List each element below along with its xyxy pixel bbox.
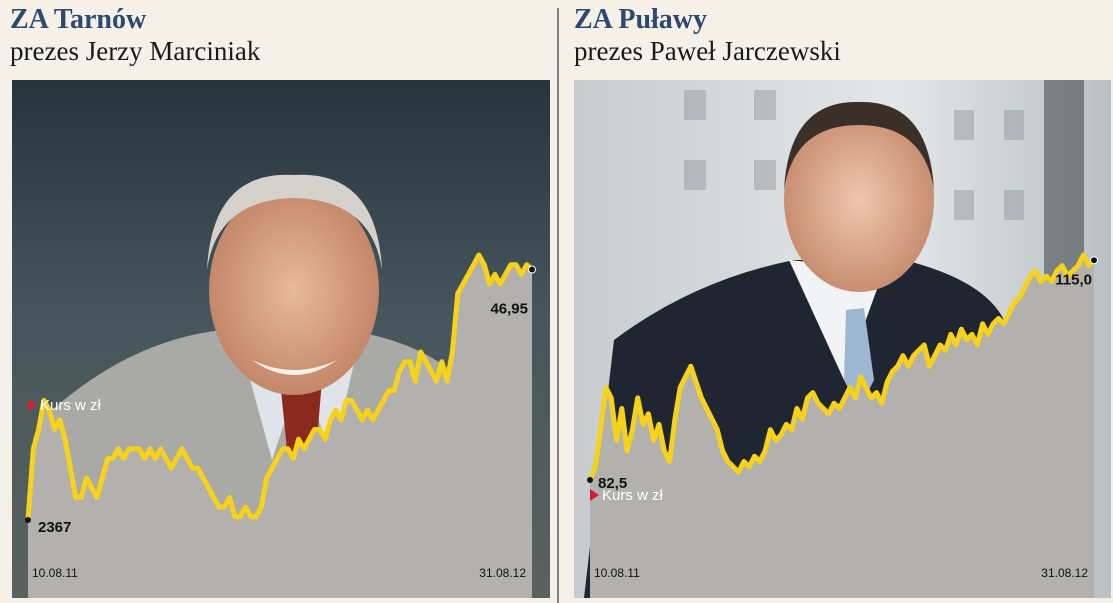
x-axis-end-label: 31.08.12 — [1041, 566, 1088, 580]
end-value-label: 46,95 — [490, 301, 528, 318]
price-line — [587, 252, 1096, 481]
stock-chart-svg: 2367 46,95 Kurs w zł 10.08.11 31.08.12 — [12, 80, 550, 598]
start-value-label: 2367 — [38, 519, 71, 536]
panel-za-tarnow: ZA Tarnów prezes Jerzy Marciniak — [0, 0, 556, 603]
company-title: ZA Puławy — [574, 4, 708, 35]
stock-chart-svg: 82,5 115,0 Kurs w zł 10.08.11 31.08.12 — [574, 80, 1111, 598]
panel-za-pulawy: ZA Puławy prezes Paweł Jarczewski — [562, 0, 1113, 603]
ceo-subtitle: prezes Jerzy Marciniak — [10, 36, 261, 66]
x-axis-start-label: 10.08.11 — [594, 566, 640, 580]
end-point-marker — [528, 265, 536, 274]
price-line — [25, 252, 534, 521]
series-legend-marker — [28, 399, 37, 411]
start-point-marker — [587, 477, 593, 483]
panel-divider — [557, 8, 559, 603]
series-legend-label: Kurs w zł — [602, 487, 664, 504]
series-legend-marker — [590, 489, 599, 501]
series-legend-label: Kurs w zł — [40, 397, 102, 414]
price-area-fill — [28, 255, 532, 598]
x-axis-start-label: 10.08.11 — [32, 566, 78, 580]
chart-area-tarnow: 2367 46,95 Kurs w zł 10.08.11 31.08.12 — [12, 80, 550, 598]
ceo-subtitle: prezes Paweł Jarczewski — [574, 36, 841, 66]
company-title: ZA Tarnów — [10, 4, 147, 35]
chart-area-pulawy: 82,5 115,0 Kurs w zł 10.08.11 31.08.12 — [574, 80, 1111, 598]
start-point-marker — [25, 517, 31, 523]
start-value-label: 82,5 — [598, 475, 627, 492]
x-axis-end-label: 31.08.12 — [479, 566, 526, 580]
end-value-label: 115,0 — [1055, 271, 1092, 288]
end-point-marker — [1090, 256, 1098, 265]
